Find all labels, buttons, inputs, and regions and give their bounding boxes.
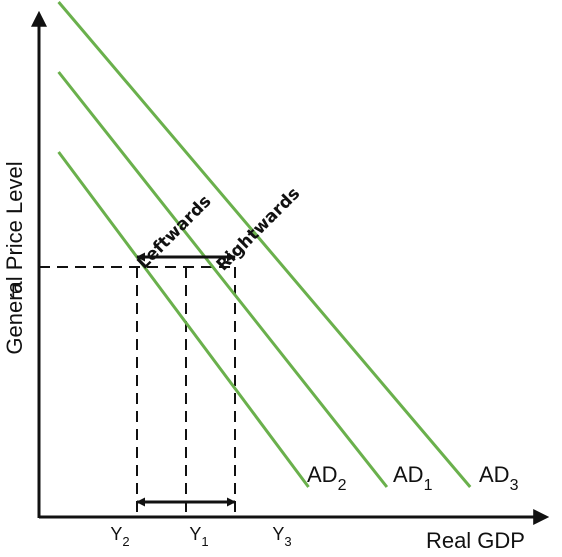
x-tick-label-y3: Y3: [272, 524, 291, 549]
leftwards-label: Leftwards: [134, 192, 216, 274]
curve-ad3: [57, 1, 472, 488]
curve-ad2: [57, 151, 310, 488]
y-axis-label: General Price Level: [2, 161, 27, 354]
curve-label-ad2: AD2: [307, 462, 347, 494]
ad-curves: [57, 1, 472, 488]
y-tick-label-p: P: [11, 282, 23, 302]
curve-label-ad3: AD3: [479, 462, 519, 494]
x-axis-label: Real GDP: [426, 528, 525, 553]
curve-label-ad1: AD1: [393, 462, 433, 494]
x-tick-label-y1: Y1: [189, 524, 208, 549]
guide-lines: [39, 266, 236, 517]
x-tick-label-y2: Y2: [110, 524, 129, 549]
curve-ad1: [57, 71, 389, 488]
shift-arrows: [136, 252, 236, 507]
rightwards-label: Rightwards: [213, 184, 304, 275]
